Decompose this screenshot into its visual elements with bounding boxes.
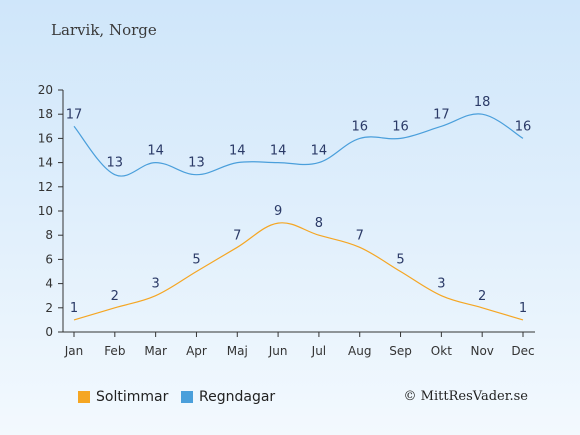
y-tick-label: 12 [38,180,53,194]
data-point-regndagar [277,162,279,164]
data-label-soltimmar: 9 [274,204,282,219]
legend-label-regndagar: Regndagar [199,389,276,405]
data-point-regndagar [522,137,524,139]
data-label-soltimmar: 5 [192,253,200,268]
data-point-soltimmar [318,234,320,236]
y-tick-label: 6 [45,252,53,266]
x-tick-label: Nov [470,344,493,358]
data-label-regndagar: 13 [188,156,205,171]
y-tick-label: 2 [45,301,53,315]
y-tick-label: 14 [38,156,53,170]
data-point-regndagar [481,113,483,115]
data-point-soltimmar [277,222,279,224]
x-tick-label: Apr [186,344,207,358]
data-label-soltimmar: 8 [315,216,323,231]
data-point-soltimmar [440,295,442,297]
data-point-soltimmar [155,295,157,297]
series-line-regndagar [73,113,524,177]
legend-swatch-regndagar [181,391,193,403]
data-label-soltimmar: 2 [478,289,486,304]
data-label-soltimmar: 3 [151,277,159,292]
data-point-regndagar [236,162,238,164]
series-line-soltimmar [73,222,524,321]
data-label-regndagar: 16 [515,119,532,134]
data-point-regndagar [359,137,361,139]
x-tick-label: Jul [311,344,326,358]
data-label-regndagar: 16 [392,119,409,134]
data-label-regndagar: 14 [147,144,164,159]
data-label-soltimmar: 1 [70,301,78,316]
data-label-regndagar: 13 [107,156,124,171]
y-tick-label: 0 [45,325,53,339]
data-label-soltimmar: 2 [111,289,119,304]
legend-item-regndagar: Regndagar [181,389,275,405]
data-point-regndagar [318,162,320,164]
y-tick-label: 8 [45,228,53,242]
data-label-regndagar: 14 [270,144,287,159]
y-tick-label: 4 [45,277,53,291]
data-label-regndagar: 14 [229,144,246,159]
data-point-soltimmar [114,307,116,309]
data-label-soltimmar: 1 [519,301,527,316]
data-point-soltimmar [400,271,402,273]
data-point-soltimmar [481,307,483,309]
data-point-soltimmar [195,271,197,273]
data-label-soltimmar: 7 [356,228,364,243]
data-label-regndagar: 18 [474,95,491,110]
data-point-soltimmar [73,319,75,321]
x-tick-label: Maj [227,344,248,358]
x-tick-label: Sep [389,344,412,358]
x-tick-label: Feb [104,344,125,358]
data-point-regndagar [73,125,75,127]
site-credit: © MittResVader.se [403,389,528,404]
data-point-regndagar [440,125,442,127]
data-label-regndagar: 17 [66,107,83,122]
x-tick-label: Okt [431,344,452,358]
x-tick-label: Jan [64,344,84,358]
data-label-regndagar: 17 [433,107,450,122]
data-point-soltimmar [236,246,238,248]
data-label-regndagar: 14 [311,144,328,159]
legend-swatch-soltimmar [78,391,90,403]
data-point-regndagar [195,174,197,176]
data-point-regndagar [400,137,402,139]
y-tick-label: 20 [38,83,53,97]
data-point-regndagar [114,174,116,176]
y-tick-label: 16 [38,131,53,145]
x-tick-label: Dec [511,344,534,358]
x-tick-label: Jun [268,344,288,358]
x-tick-label: Mar [144,344,167,358]
legend-label-soltimmar: Soltimmar [96,389,169,405]
data-label-soltimmar: 7 [233,228,241,243]
y-tick-label: 10 [38,204,53,218]
data-label-soltimmar: 3 [437,277,445,292]
y-tick-label: 18 [38,107,53,121]
x-tick-label: Aug [348,344,371,358]
data-label-soltimmar: 5 [396,253,404,268]
data-point-soltimmar [359,246,361,248]
data-label-regndagar: 16 [351,119,368,134]
series-layer [73,113,524,321]
legend-item-soltimmar: Soltimmar [78,389,168,405]
data-point-soltimmar [522,319,524,321]
data-point-regndagar [155,162,157,164]
location-title: Larvik, Norge [51,21,157,39]
